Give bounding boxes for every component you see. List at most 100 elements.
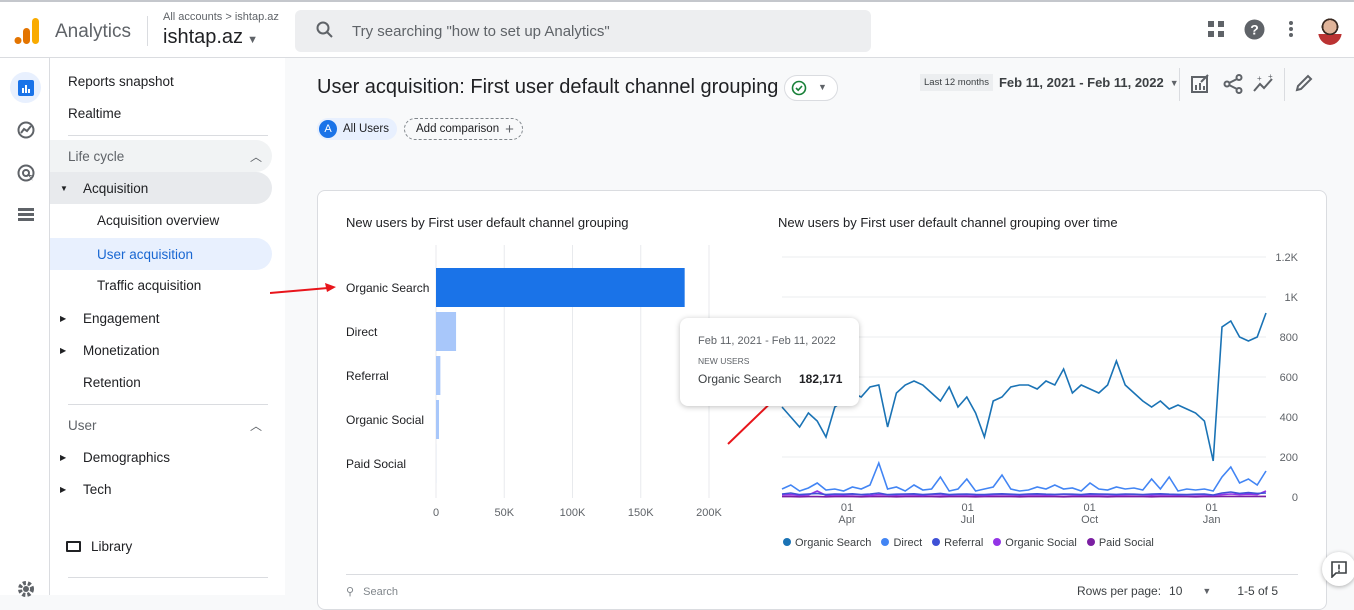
date-range-picker[interactable]: Last 12 months Feb 11, 2021 - Feb 11, 20… bbox=[920, 74, 1179, 91]
legend-item[interactable]: Direct bbox=[881, 537, 922, 549]
configure-icon[interactable] bbox=[10, 199, 41, 230]
report-status-dropdown[interactable]: ▼ bbox=[784, 75, 838, 101]
sidebar-item-monetization[interactable]: ▶Monetization bbox=[50, 334, 272, 366]
legend-item[interactable]: Organic Social bbox=[993, 537, 1077, 549]
segment-label: All Users bbox=[343, 123, 389, 135]
avatar[interactable] bbox=[1318, 17, 1342, 45]
explore-icon[interactable] bbox=[10, 114, 41, 145]
y-tick-label: 1.2K bbox=[1275, 252, 1298, 264]
bar bbox=[436, 400, 439, 439]
label: Demographics bbox=[83, 450, 170, 465]
edit-pencil-icon[interactable] bbox=[1295, 74, 1313, 92]
property-name: ishtap.az bbox=[163, 26, 243, 48]
placeholder: Search bbox=[363, 586, 398, 598]
category-label: Direct bbox=[346, 325, 378, 339]
divider bbox=[68, 135, 268, 136]
sidebar-nav: Reports snapshot Realtime Life cycle ︿ ▼A… bbox=[50, 58, 285, 595]
analytics-logo-icon bbox=[14, 18, 40, 44]
feedback-button[interactable] bbox=[1322, 552, 1354, 586]
sidebar-item-acquisition[interactable]: ▼Acquisition bbox=[50, 172, 272, 204]
sidebar-item-tech[interactable]: ▶Tech bbox=[50, 473, 272, 505]
label: Realtime bbox=[68, 106, 121, 121]
sidebar-item-library[interactable]: Library bbox=[50, 530, 272, 562]
breadcrumb[interactable]: All accounts > ishtap.az bbox=[163, 11, 279, 23]
y-tick-label: 400 bbox=[1280, 412, 1298, 424]
advertising-icon[interactable] bbox=[10, 157, 41, 188]
x-tick-label: Jan bbox=[1203, 514, 1221, 526]
label: Add comparison bbox=[416, 123, 499, 135]
apps-grid-icon[interactable] bbox=[1207, 20, 1225, 38]
insights-icon[interactable]: ++ bbox=[1253, 74, 1275, 94]
page-title: User acquisition: First user default cha… bbox=[317, 76, 778, 99]
caret-right-icon: ▶ bbox=[60, 453, 66, 462]
legend-item[interactable]: Organic Search bbox=[783, 537, 871, 549]
rows-per-page-select[interactable]: 10 bbox=[1169, 584, 1182, 598]
help-icon[interactable]: ? bbox=[1244, 19, 1265, 40]
bar bbox=[436, 268, 685, 307]
label: Acquisition bbox=[83, 181, 148, 196]
x-tick-label: 150K bbox=[628, 507, 654, 519]
legend-item[interactable]: Paid Social bbox=[1087, 537, 1154, 549]
line-chart-legend: Organic Search Direct Referral Organic Soci… bbox=[783, 537, 1154, 549]
bar bbox=[436, 356, 440, 395]
label: Life cycle bbox=[68, 149, 124, 164]
top-bar: Analytics All accounts > ishtap.az ishta… bbox=[0, 0, 1354, 58]
chevron-down-icon[interactable]: ▼ bbox=[1202, 586, 1211, 598]
sidebar-item-engagement[interactable]: ▶ Engagement bbox=[50, 302, 272, 334]
chevron-down-icon: ▼ bbox=[1170, 78, 1179, 88]
caret-right-icon: ▶ bbox=[60, 485, 66, 494]
sidebar-item-retention[interactable]: Retention bbox=[50, 366, 272, 398]
tooltip-value: 182,171 bbox=[799, 372, 842, 386]
reports-icon[interactable] bbox=[10, 72, 41, 103]
date-preset: Last 12 months bbox=[920, 74, 993, 91]
label: Library bbox=[91, 539, 132, 554]
sidebar-item-user-acquisition[interactable]: User acquisition bbox=[50, 238, 272, 270]
segment-chip-all-users[interactable]: A All Users bbox=[317, 118, 397, 140]
add-comparison-button[interactable]: Add comparison+ bbox=[404, 118, 523, 140]
svg-text:+: + bbox=[1268, 74, 1273, 81]
caret-right-icon: ▶ bbox=[60, 314, 66, 323]
legend-dot-icon bbox=[881, 538, 889, 546]
search-icon bbox=[315, 20, 335, 40]
pagination: Rows per page: 10 ▼ 1-5 of 5 bbox=[1077, 584, 1278, 598]
sidebar-item-reports-snapshot[interactable]: Reports snapshot bbox=[50, 65, 272, 97]
sidebar-item-traffic-acquisition[interactable]: Traffic acquisition bbox=[50, 269, 272, 301]
sidebar-item-demographics[interactable]: ▶ Demographics bbox=[50, 441, 272, 473]
sidebar-item-realtime[interactable]: Realtime bbox=[50, 97, 272, 129]
search-placeholder: Try searching "how to set up Analytics" bbox=[352, 23, 610, 40]
more-vert-icon[interactable] bbox=[1288, 20, 1294, 38]
label: Traffic acquisition bbox=[97, 278, 201, 293]
category-label: Paid Social bbox=[346, 457, 406, 471]
sidebar-section-life-cycle[interactable]: Life cycle ︿ bbox=[50, 140, 272, 172]
settings-gear-icon[interactable] bbox=[10, 573, 41, 604]
legend-item[interactable]: Referral bbox=[932, 537, 983, 549]
x-tick-label: 200K bbox=[696, 507, 722, 519]
sidebar-item-acquisition-overview[interactable]: Acquisition overview bbox=[50, 204, 272, 236]
table-search-input[interactable]: ⚲ Search bbox=[346, 585, 398, 598]
y-tick-label: 200 bbox=[1280, 452, 1298, 464]
share-icon[interactable] bbox=[1223, 74, 1243, 94]
x-tick-label: 100K bbox=[560, 507, 586, 519]
rows-per-page-label: Rows per page: bbox=[1077, 584, 1161, 598]
chevron-up-icon: ︿ bbox=[250, 148, 262, 165]
line-chart-title: New users by First user default channel … bbox=[778, 215, 1118, 230]
customize-report-icon[interactable] bbox=[1190, 74, 1210, 94]
divider bbox=[346, 574, 1298, 575]
chevron-down-icon: ▼ bbox=[818, 82, 827, 92]
x-tick-label: Oct bbox=[1081, 514, 1098, 526]
divider bbox=[68, 404, 268, 405]
label: User acquisition bbox=[97, 247, 193, 262]
sidebar-section-user[interactable]: User︿ bbox=[50, 409, 272, 441]
date-range: Feb 11, 2021 - Feb 11, 2022 bbox=[999, 75, 1164, 90]
y-tick-label: 1K bbox=[1285, 292, 1299, 304]
svg-text:+: + bbox=[1257, 74, 1262, 83]
bar-chart-title: New users by First user default channel … bbox=[346, 215, 629, 230]
property-selector[interactable]: ishtap.az▼ bbox=[163, 26, 258, 49]
divider bbox=[68, 577, 268, 578]
legend-label: Direct bbox=[893, 537, 922, 549]
category-label: Organic Search bbox=[346, 281, 429, 295]
label: Engagement bbox=[83, 311, 160, 326]
search-input[interactable]: Try searching "how to set up Analytics" bbox=[295, 10, 871, 52]
legend-label: Paid Social bbox=[1099, 537, 1154, 549]
legend-dot-icon bbox=[783, 538, 791, 546]
